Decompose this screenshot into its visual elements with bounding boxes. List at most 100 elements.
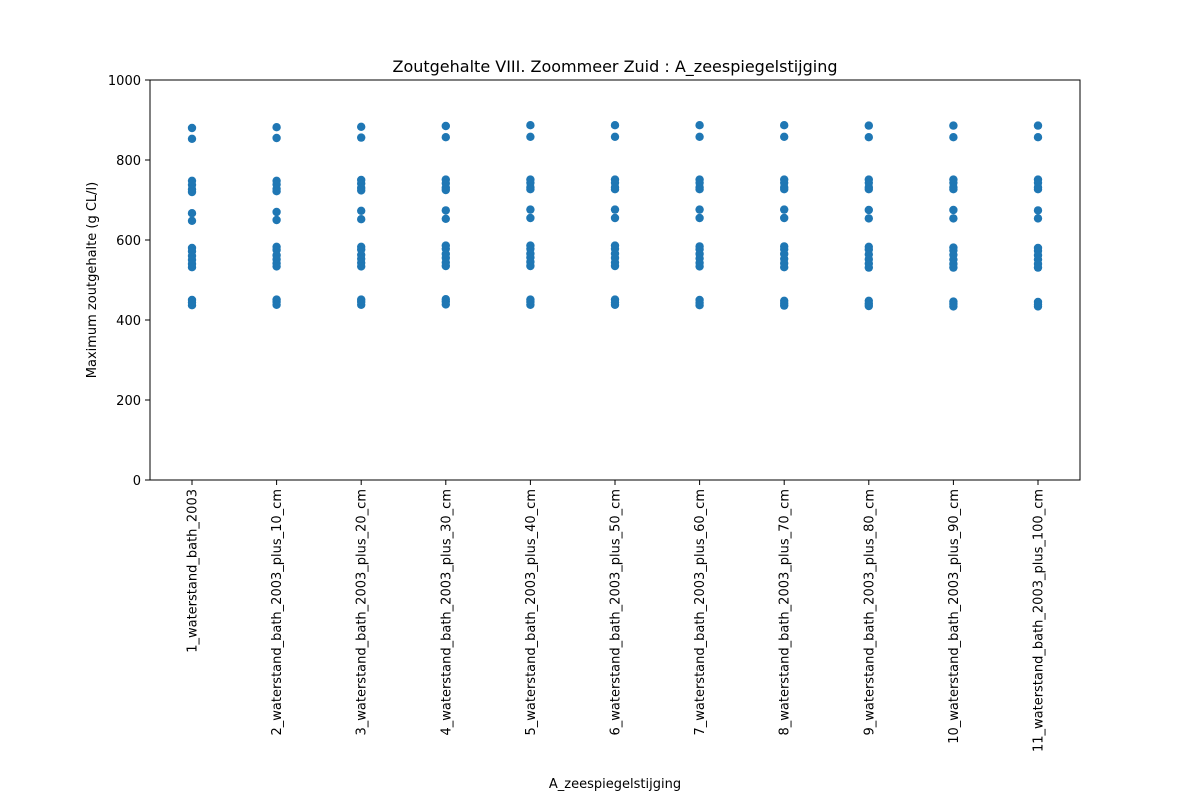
data-point (780, 301, 789, 310)
data-point (272, 187, 281, 196)
x-tick-label: 1_waterstand_bath_2003 (186, 489, 201, 653)
x-tick-label: 4_waterstand_bath_2003_plus_30_cm (439, 489, 454, 736)
data-point (1033, 121, 1043, 130)
plot-area (187, 121, 1043, 311)
data-point (441, 185, 450, 195)
data-point (864, 263, 873, 272)
data-point (780, 185, 789, 194)
data-point (610, 121, 620, 130)
data-point (272, 123, 281, 132)
data-point (526, 132, 535, 141)
data-point (695, 262, 704, 271)
data-point (187, 134, 197, 143)
x-tick-label: 10_waterstand_bath_2003_plus_90_cm (947, 489, 962, 744)
data-point (864, 185, 873, 194)
data-point (272, 262, 281, 271)
data-point (526, 185, 535, 194)
x-tick-label: 2_waterstand_bath_2003_plus_10_cm (270, 489, 285, 736)
data-point (780, 213, 789, 223)
x-tick-label: 5_waterstand_bath_2003_plus_40_cm (524, 489, 539, 736)
data-point (187, 209, 197, 218)
data-point (864, 205, 873, 215)
data-point (695, 132, 704, 141)
data-point (441, 121, 450, 131)
data-point (695, 213, 704, 223)
data-point (949, 205, 958, 215)
x-axis-label: A_zeespiegelstijging (549, 777, 681, 792)
x-tick-label: 7_waterstand_bath_2003_plus_60_cm (693, 489, 708, 736)
y-tick-label: 600 (116, 234, 141, 249)
data-point (1033, 185, 1043, 194)
data-point (272, 215, 281, 225)
data-point (357, 215, 366, 224)
data-point (187, 216, 197, 225)
data-point (187, 187, 197, 197)
data-point (357, 133, 366, 142)
x-tick-label: 11_waterstand_bath_2003_plus_100_cm (1032, 489, 1047, 752)
data-point (610, 205, 620, 214)
data-point (949, 121, 958, 130)
data-point (949, 302, 958, 311)
data-point (272, 300, 281, 309)
data-point (610, 213, 620, 223)
data-point (864, 133, 873, 142)
data-point (441, 300, 450, 309)
y-axis-label: Maximum zoutgehalte (g CL/l) (85, 182, 100, 378)
y-tick-label: 200 (116, 394, 141, 409)
x-tick-label: 6_waterstand_bath_2003_plus_50_cm (609, 489, 624, 736)
data-point (949, 185, 958, 194)
data-point (272, 133, 281, 143)
data-point (949, 214, 958, 223)
data-point (610, 185, 620, 194)
data-point (864, 214, 873, 223)
data-point (695, 185, 704, 194)
data-point (695, 121, 704, 130)
data-point (526, 213, 535, 223)
chart-title: Zoutgehalte VIII. Zoommeer Zuid : A_zees… (392, 57, 837, 77)
data-point (441, 261, 450, 271)
data-point (1033, 214, 1043, 223)
data-point (610, 132, 620, 141)
data-point (357, 206, 366, 215)
data-point (187, 301, 197, 310)
x-tick-label: 9_waterstand_bath_2003_plus_80_cm (862, 489, 877, 736)
data-point (1033, 302, 1043, 311)
data-point (1033, 263, 1043, 272)
data-point (780, 132, 789, 141)
data-point (526, 261, 535, 271)
data-point (526, 121, 535, 130)
data-point (780, 121, 789, 130)
data-point (780, 263, 789, 272)
data-point (695, 301, 704, 310)
data-point (187, 263, 197, 272)
data-point (357, 300, 366, 309)
data-point (526, 205, 535, 214)
x-tick-label: 3_waterstand_bath_2003_plus_20_cm (355, 489, 370, 736)
data-point (610, 300, 620, 309)
data-point (864, 301, 873, 311)
data-point (441, 133, 450, 142)
data-point (441, 214, 450, 223)
x-tick-label: 8_waterstand_bath_2003_plus_70_cm (778, 489, 793, 736)
data-point (357, 186, 366, 195)
data-point (1033, 133, 1043, 142)
data-point (357, 122, 366, 131)
data-point (780, 205, 789, 214)
data-point (272, 207, 281, 217)
data-point (695, 205, 704, 214)
data-point (1033, 206, 1043, 215)
y-tick-label: 800 (116, 154, 141, 169)
data-point (864, 121, 873, 130)
data-point (526, 300, 535, 309)
y-tick-label: 0 (133, 474, 141, 489)
data-point (610, 261, 620, 271)
data-point (187, 123, 197, 133)
data-point (949, 263, 958, 272)
data-point (949, 133, 958, 142)
y-tick-label: 1000 (108, 74, 141, 89)
data-point (357, 262, 366, 271)
y-tick-label: 400 (116, 314, 141, 329)
data-point (441, 206, 450, 215)
